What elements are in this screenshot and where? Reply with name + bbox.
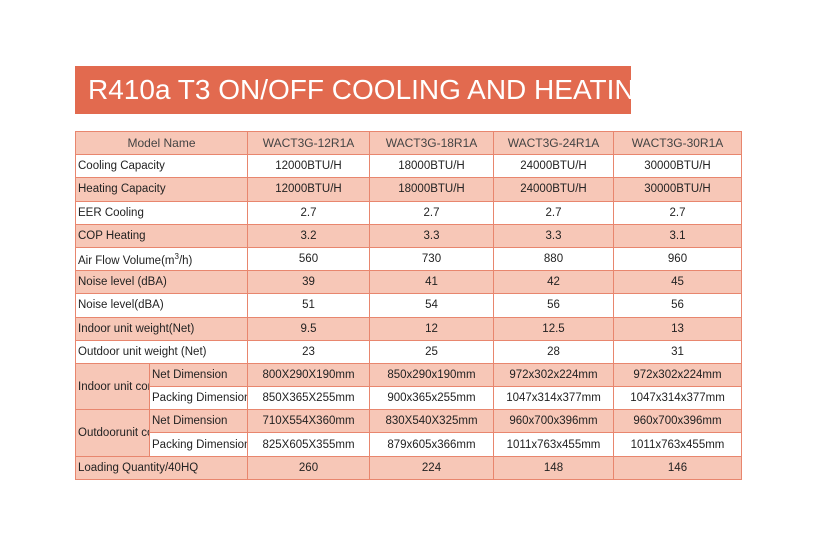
cell-value: 56 bbox=[613, 293, 742, 318]
cell-value: 45 bbox=[613, 270, 742, 295]
cell-value: 12.5 bbox=[493, 316, 614, 341]
cell-value: 2.7 bbox=[369, 200, 494, 225]
cell-value: 960x700x396mm bbox=[613, 409, 742, 434]
cell-value: 730 bbox=[369, 246, 494, 272]
cell-value: 18000BTU/H bbox=[369, 177, 494, 202]
cell-value: 825X605X355mm bbox=[247, 432, 370, 457]
cell-value: 830X540X325mm bbox=[369, 409, 494, 434]
table-row: Noise level (dBA) 39 41 42 45 bbox=[75, 270, 742, 295]
spec-table: Model Name WACT3G-12R1A WACT3G-18R1A WAC… bbox=[75, 130, 742, 480]
cell-value: 224 bbox=[369, 455, 494, 480]
sub-label: Net Dimension bbox=[149, 362, 248, 388]
cell-value: 1047x314x377mm bbox=[493, 386, 614, 411]
table-row: EER Cooling 2.7 2.7 2.7 2.7 bbox=[75, 200, 742, 225]
model-header: WACT3G-12R1A bbox=[247, 130, 370, 156]
cell-value: 54 bbox=[369, 293, 494, 318]
group-label: Outdoorunit configuration bbox=[75, 409, 150, 457]
row-label-text: Air Flow Volume(m bbox=[78, 254, 175, 267]
cell-value: 850x290x190mm bbox=[369, 362, 494, 388]
table-row: Cooling Capacity 12000BTU/H 18000BTU/H 2… bbox=[75, 154, 742, 179]
cell-value: 1011x763x455mm bbox=[613, 432, 742, 457]
cell-value: 42 bbox=[493, 270, 614, 295]
cell-value: 2.7 bbox=[613, 200, 742, 225]
row-label: Air Flow Volume(m3/h) bbox=[75, 246, 248, 272]
cell-value: 12000BTU/H bbox=[247, 177, 370, 202]
cell-value: 560 bbox=[247, 246, 370, 272]
table-row: Outdoorunit configuration Net Dimension … bbox=[75, 409, 742, 457]
cell-value: 148 bbox=[493, 455, 614, 480]
cell-value: 30000BTU/H bbox=[613, 154, 742, 179]
cell-value: 24000BTU/H bbox=[493, 154, 614, 179]
cell-value: 56 bbox=[493, 293, 614, 318]
page-title: R410a T3 ON/OFF COOLING AND HEATING bbox=[75, 66, 656, 114]
cell-value: 13 bbox=[613, 316, 742, 341]
cell-value: 972x302x224mm bbox=[493, 362, 614, 388]
cell-value: 23 bbox=[247, 339, 370, 364]
row-label: Indoor unit weight(Net) bbox=[75, 316, 248, 341]
cell-value: 25 bbox=[369, 339, 494, 364]
cell-value: 2.7 bbox=[247, 200, 370, 225]
row-label-text: /h) bbox=[178, 254, 193, 267]
cell-value: 260 bbox=[247, 455, 370, 480]
group-label: Indoor unit configuration bbox=[75, 362, 150, 411]
sub-label: Packing Dimension bbox=[149, 386, 248, 411]
cell-value: 30000BTU/H bbox=[613, 177, 742, 202]
cell-value: 3.3 bbox=[493, 223, 614, 248]
cell-value: 28 bbox=[493, 339, 614, 364]
cell-value: 1047x314x377mm bbox=[613, 386, 742, 411]
table-row: Loading Quantity/40HQ 260 224 148 146 bbox=[75, 455, 742, 480]
model-header: WACT3G-18R1A bbox=[369, 130, 494, 156]
row-label: EER Cooling bbox=[75, 200, 248, 225]
row-label: Cooling Capacity bbox=[75, 154, 248, 179]
cell-value: 3.1 bbox=[613, 223, 742, 248]
row-label: Noise level (dBA) bbox=[75, 270, 248, 295]
cell-value: 18000BTU/H bbox=[369, 154, 494, 179]
row-label: Loading Quantity/40HQ bbox=[75, 455, 248, 480]
cell-value: 850X365X255mm bbox=[247, 386, 370, 411]
row-label: Heating Capacity bbox=[75, 177, 248, 202]
cell-value: 879x605x366mm bbox=[369, 432, 494, 457]
table-row: COP Heating 3.2 3.3 3.3 3.1 bbox=[75, 223, 742, 248]
table-row: Packing Dimension 825X605X355mm 879x605x… bbox=[76, 432, 742, 457]
model-header: WACT3G-24R1A bbox=[493, 130, 614, 156]
sub-label: Packing Dimension bbox=[149, 432, 248, 457]
table-row: Heating Capacity 12000BTU/H 18000BTU/H 2… bbox=[75, 177, 742, 202]
model-header: WACT3G-30R1A bbox=[613, 130, 742, 156]
table-row: Packing Dimension 850X365X255mm 900x365x… bbox=[76, 386, 742, 411]
table-header-row: Model Name WACT3G-12R1A WACT3G-18R1A WAC… bbox=[75, 130, 742, 156]
sub-label: Net Dimension bbox=[149, 409, 248, 434]
cell-value: 39 bbox=[247, 270, 370, 295]
cell-value: 960 bbox=[613, 246, 742, 272]
cell-value: 1011x763x455mm bbox=[493, 432, 614, 457]
cell-value: 24000BTU/H bbox=[493, 177, 614, 202]
cell-value: 3.2 bbox=[247, 223, 370, 248]
row-label: Noise level(dBA) bbox=[75, 293, 248, 318]
model-name-header: Model Name bbox=[75, 130, 248, 156]
row-label: COP Heating bbox=[75, 223, 248, 248]
table-row: Air Flow Volume(m3/h) 560 730 880 960 bbox=[75, 246, 742, 272]
superscript: 3 bbox=[174, 251, 179, 261]
cell-value: 960x700x396mm bbox=[493, 409, 614, 434]
cell-value: 2.7 bbox=[493, 200, 614, 225]
cell-value: 146 bbox=[613, 455, 742, 480]
cell-value: 9.5 bbox=[247, 316, 370, 341]
cell-value: 12000BTU/H bbox=[247, 154, 370, 179]
cell-value: 3.3 bbox=[369, 223, 494, 248]
table-row: Indoor unit weight(Net) 9.5 12 12.5 13 bbox=[75, 316, 742, 341]
cell-value: 880 bbox=[493, 246, 614, 272]
cell-value: 41 bbox=[369, 270, 494, 295]
cell-value: 900x365x255mm bbox=[369, 386, 494, 411]
table-row: Outdoor unit weight (Net) 23 25 28 31 bbox=[75, 339, 742, 364]
table-row: Noise level(dBA) 51 54 56 56 bbox=[75, 293, 742, 318]
cell-value: 31 bbox=[613, 339, 742, 364]
row-label: Outdoor unit weight (Net) bbox=[75, 339, 248, 364]
cell-value: 972x302x224mm bbox=[613, 362, 742, 388]
cell-value: 710X554X360mm bbox=[247, 409, 370, 434]
cell-value: 12 bbox=[369, 316, 494, 341]
cell-value: 800X290X190mm bbox=[247, 362, 370, 388]
cell-value: 51 bbox=[247, 293, 370, 318]
table-row: Indoor unit configuration Net Dimension … bbox=[75, 362, 742, 411]
